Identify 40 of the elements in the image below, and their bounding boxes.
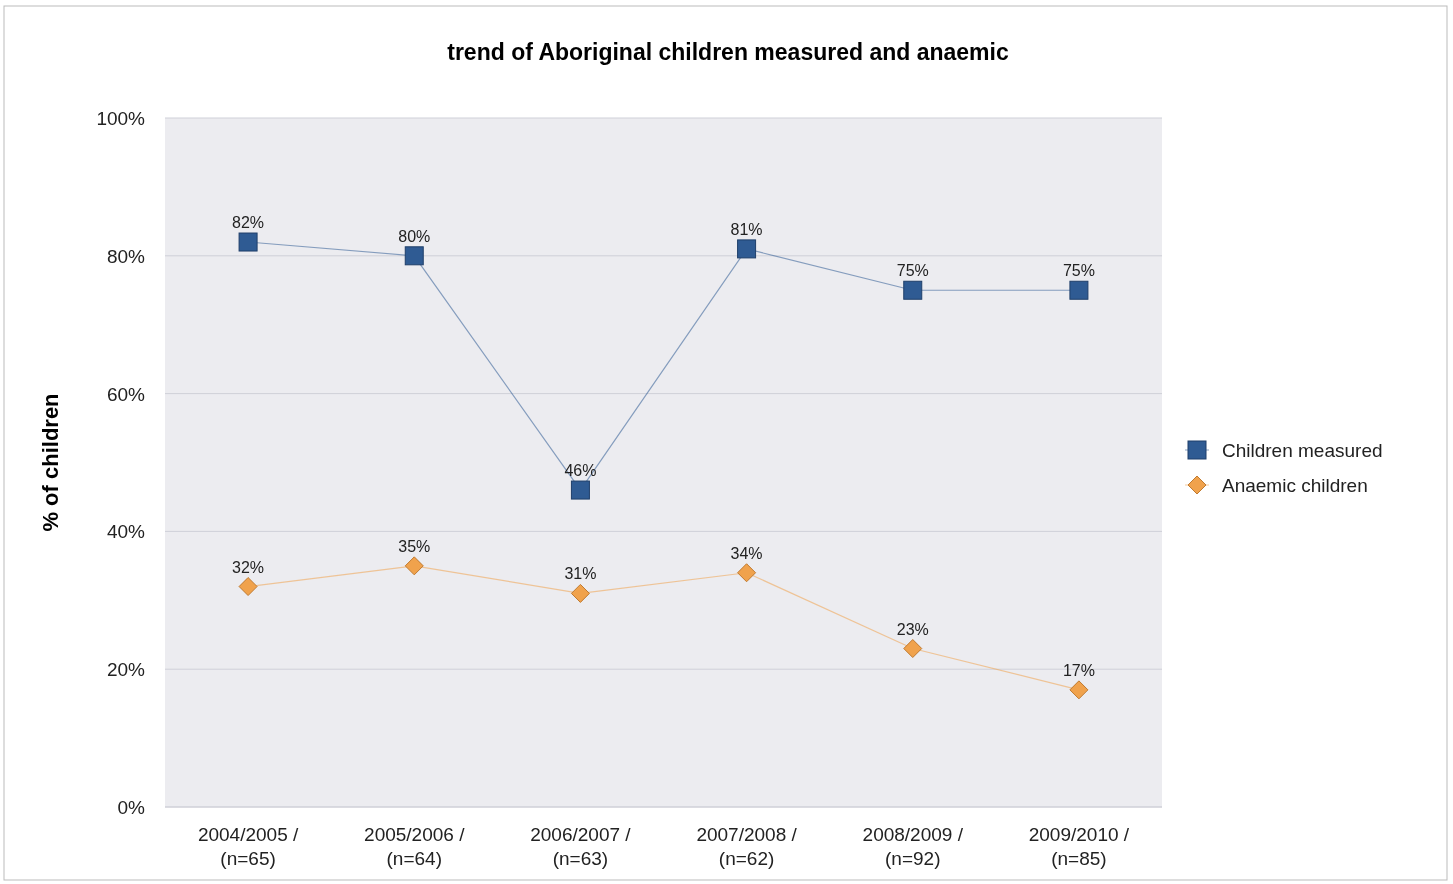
data-label: 82% [232,214,265,232]
data-label: 75% [896,262,929,280]
y-tick-label: 20% [106,659,146,681]
point [570,480,590,500]
y-tick-label: 60% [106,383,146,405]
point [238,577,258,597]
x-tick-label: 2004/2005 / (n=65) [197,824,299,869]
data-label: 46% [564,462,597,480]
data-label: 80% [398,227,431,245]
data-label: 34% [730,544,763,562]
y-tick-label: 0% [117,797,146,818]
x-tick-label: 2009/2010 / (n=85) [1028,824,1130,869]
data-label: 81% [730,220,763,238]
data-label: 23% [896,620,929,638]
x-tick-label: 2008/2009 / (n=92) [862,824,964,869]
data-label: 17% [1062,661,1095,679]
y-axis-title: % of children [38,393,63,532]
data-label: 32% [232,558,265,576]
point [1069,280,1089,300]
point [903,280,923,300]
chart-title: trend of Aboriginal children measured and anaemic [447,39,1009,65]
legend-label: Anaemic children [1222,475,1368,496]
x-tick-label: 2005/2006 / (n=64) [364,824,466,869]
y-tick-label: 80% [106,245,146,267]
point [570,583,590,603]
y-tick-label: 100% [96,108,146,129]
x-tick-label: 2006/2007 / (n=63) [530,824,632,869]
x-tick-label: 2007/2008 / (n=62) [696,824,798,869]
y-tick-label: 40% [106,521,146,543]
point [903,639,923,659]
point [1069,680,1089,700]
point [404,556,424,576]
data-label: 31% [564,565,597,583]
legend-label: Children measured [1222,440,1383,461]
point [404,246,424,266]
data-label: 35% [398,537,431,555]
point [737,239,757,259]
point [238,232,258,252]
data-label: 75% [1062,262,1095,280]
point [737,563,757,583]
